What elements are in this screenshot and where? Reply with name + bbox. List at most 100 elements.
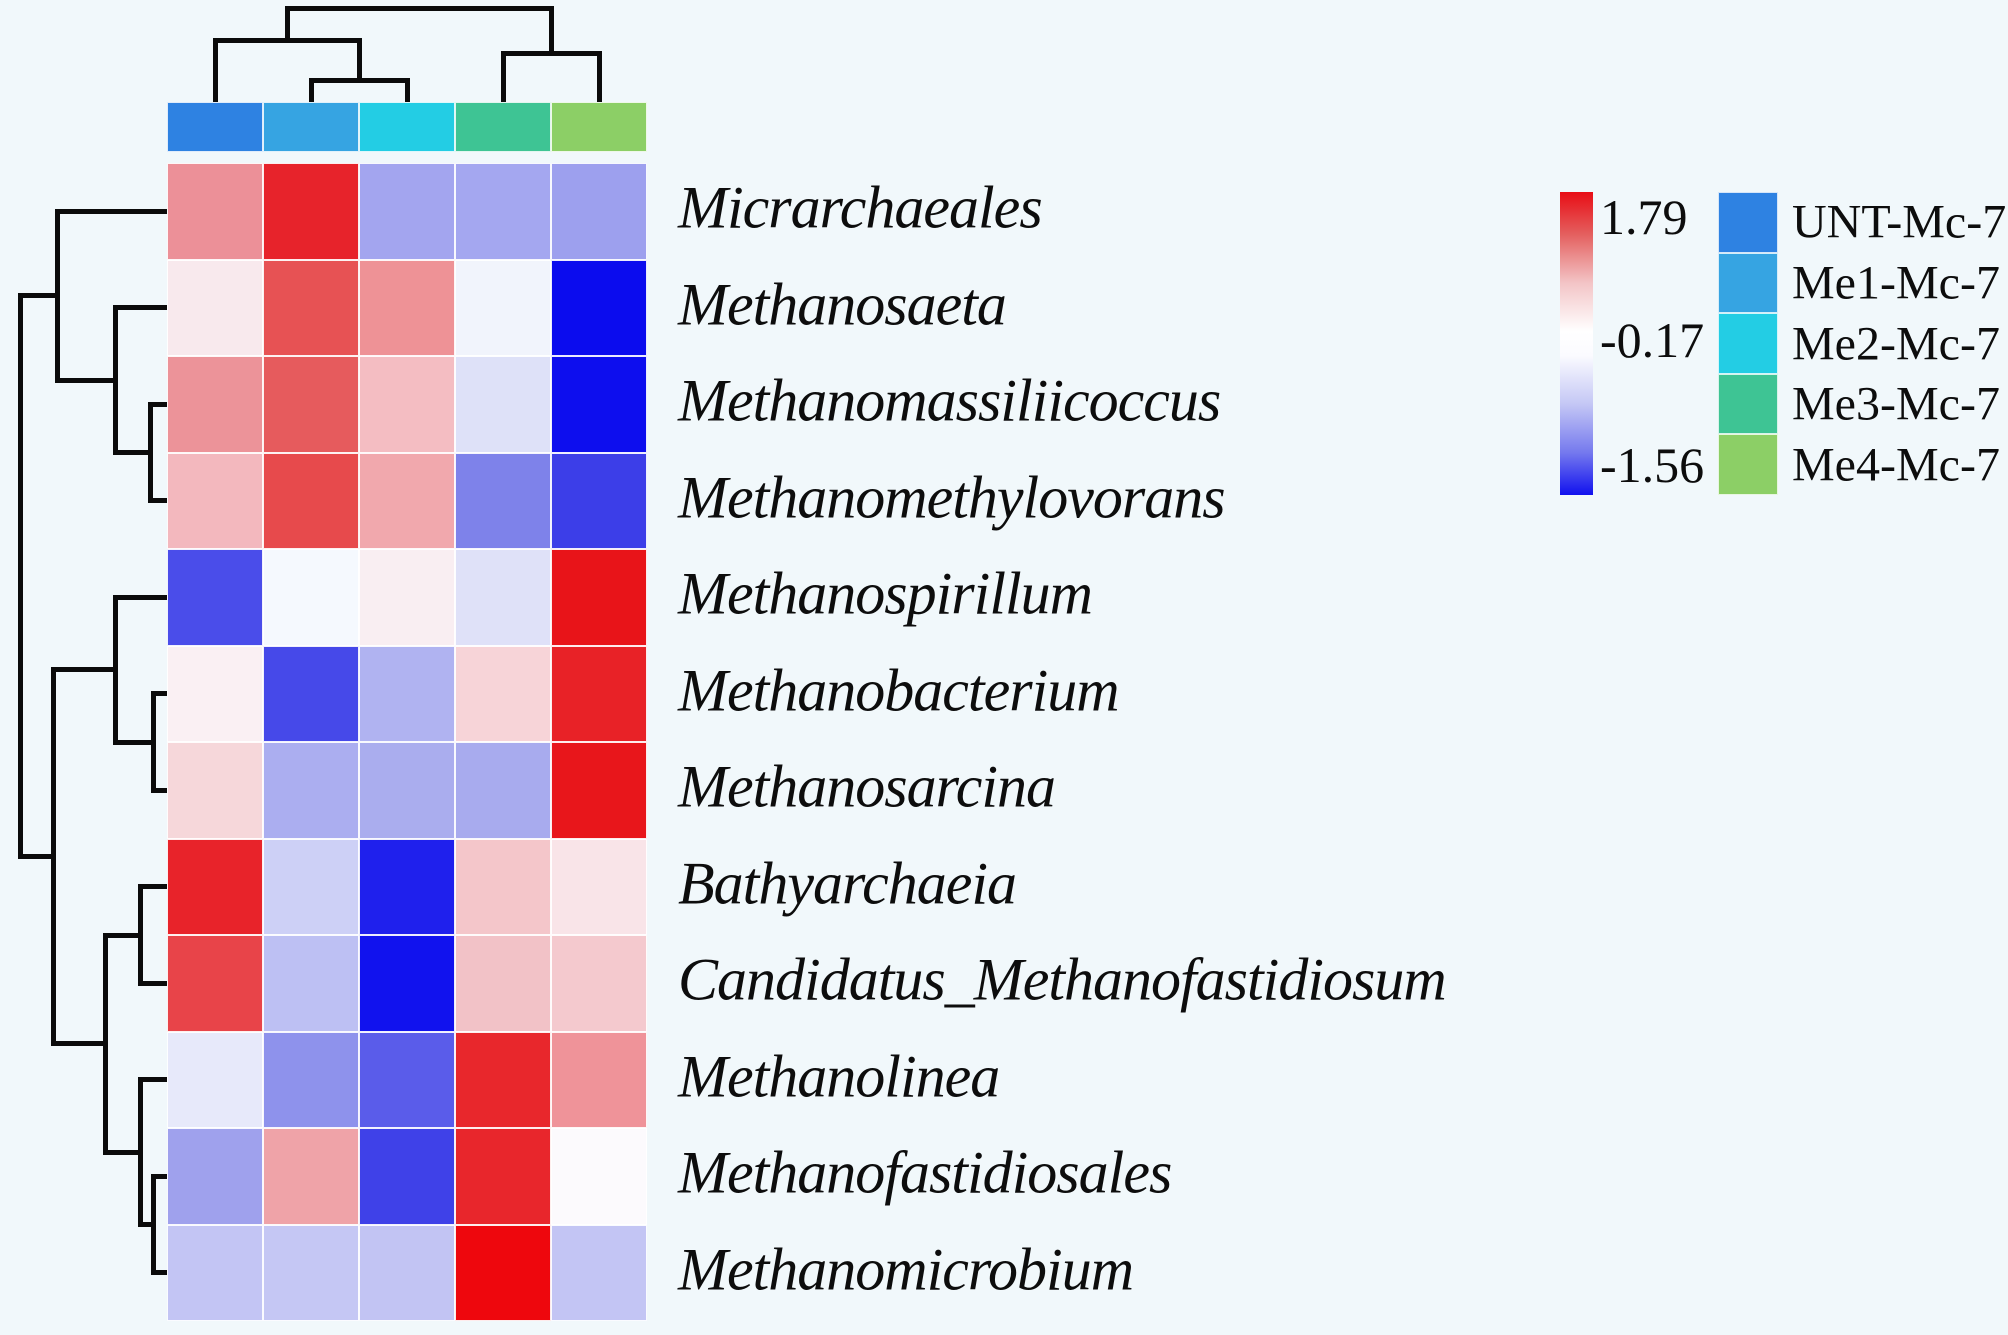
dendrogram-line — [102, 1149, 143, 1155]
dendrogram-line — [150, 1270, 172, 1276]
heatmap-cell — [359, 452, 455, 549]
heatmap-cell — [167, 1031, 263, 1128]
dendrogram-line — [50, 667, 118, 673]
dendrogram-line — [150, 1173, 172, 1179]
heatmap-cell — [359, 1224, 455, 1321]
heatmap-cell — [455, 549, 551, 646]
heatmap-cell — [359, 549, 455, 646]
dendrogram-line — [54, 377, 118, 383]
dendrogram-line — [212, 37, 218, 106]
heatmap-cell — [455, 356, 551, 453]
heatmap-cell — [455, 452, 551, 549]
row-label: Methanosaeta — [678, 271, 1007, 338]
heatmap-cell — [263, 1031, 359, 1128]
heatmap-cell — [455, 935, 551, 1032]
dendrogram-line — [596, 50, 602, 106]
heatmap-cell — [167, 259, 263, 356]
dendrogram-line — [54, 208, 172, 214]
dendrogram-line — [137, 980, 172, 986]
column-annotation-Me3-Mc-7 — [455, 102, 551, 152]
dendrogram-line — [404, 77, 410, 106]
heatmap-cell — [263, 259, 359, 356]
colorbar-gradient — [1560, 192, 1593, 495]
heatmap-cell — [167, 1224, 263, 1321]
row-label: Micrarchaeales — [678, 174, 1043, 241]
heatmap-cell — [455, 742, 551, 839]
legend-swatch-Me4-Mc-7 — [1718, 434, 1778, 495]
dendrogram-line — [284, 5, 554, 11]
heatmap-cell — [455, 645, 551, 742]
legend-swatch-Me2-Mc-7 — [1718, 313, 1778, 374]
heatmap-cell — [551, 163, 647, 260]
dendrogram-line — [17, 293, 23, 860]
row-label: Methanobacterium — [678, 657, 1120, 724]
heatmap-cell — [167, 645, 263, 742]
heatmap-cell — [359, 742, 455, 839]
dendrogram-line — [112, 739, 156, 745]
heatmap-cell — [167, 742, 263, 839]
colorbar-min-label: -1.56 — [1600, 437, 1705, 493]
legend-label: Me1-Mc-7 — [1792, 256, 2000, 310]
heatmap-cell — [551, 259, 647, 356]
row-label: Methanosarcina — [678, 753, 1056, 820]
dendrogram-line — [102, 932, 143, 938]
dendrogram-line — [137, 884, 172, 890]
row-label: Bathyarchaeia — [678, 850, 1017, 917]
heatmap-cell — [551, 356, 647, 453]
heatmap-cell — [263, 163, 359, 260]
heatmap-cell — [551, 1224, 647, 1321]
column-annotation-Me4-Mc-7 — [551, 102, 647, 152]
dendrogram-line — [17, 293, 60, 299]
heatmap-cell — [455, 1031, 551, 1128]
dendrogram-line — [147, 401, 172, 407]
heatmap-cell — [167, 163, 263, 260]
column-annotation-Me1-Mc-7 — [263, 102, 359, 152]
heatmap-cell — [551, 1128, 647, 1225]
heatmap-cell — [455, 838, 551, 935]
row-label: Methanomassiliicoccus — [678, 367, 1221, 434]
heatmap-cell — [551, 549, 647, 646]
column-annotation-Me2-Mc-7 — [359, 102, 455, 152]
heatmap-cell — [167, 1128, 263, 1225]
legend-swatch-Me1-Mc-7 — [1718, 252, 1778, 314]
heatmap-cell — [359, 259, 455, 356]
column-annotation-UNT-Mc-7 — [167, 102, 263, 152]
heatmap-cell — [263, 452, 359, 549]
heatmap-cell — [455, 1128, 551, 1225]
legend-swatch-UNT-Mc-7 — [1718, 192, 1778, 253]
heatmap-cell — [551, 838, 647, 935]
heatmap-cell — [551, 742, 647, 839]
row-label: Methanolinea — [678, 1043, 1000, 1110]
dendrogram-line — [147, 498, 172, 504]
heatmap-cell — [263, 645, 359, 742]
legend-label: Me4-Mc-7 — [1792, 438, 2000, 492]
heatmap-cell — [551, 1031, 647, 1128]
heatmap-cell — [263, 549, 359, 646]
row-label: Candidatus_Methanofastidiosum — [678, 946, 1447, 1013]
dendrogram-line — [137, 1077, 172, 1083]
dendrogram-line — [308, 77, 314, 106]
heatmap-cell — [359, 645, 455, 742]
heatmap-cell — [263, 356, 359, 453]
heatmap-cell — [359, 1128, 455, 1225]
dendrogram-line — [50, 1041, 108, 1047]
heatmap-cell — [263, 935, 359, 1032]
heatmap-cell — [359, 838, 455, 935]
row-label: Methanofastidiosales — [678, 1139, 1172, 1206]
heatmap-cell — [263, 1128, 359, 1225]
heatmap-cell — [455, 1224, 551, 1321]
heatmap-cell — [359, 1031, 455, 1128]
dendrogram-line — [17, 854, 56, 860]
row-label: Methanomicrobium — [678, 1236, 1134, 1303]
dendrogram-line — [548, 5, 554, 56]
heatmap-cell — [551, 935, 647, 1032]
heatmap-cell — [167, 452, 263, 549]
heatmap-cell — [359, 935, 455, 1032]
